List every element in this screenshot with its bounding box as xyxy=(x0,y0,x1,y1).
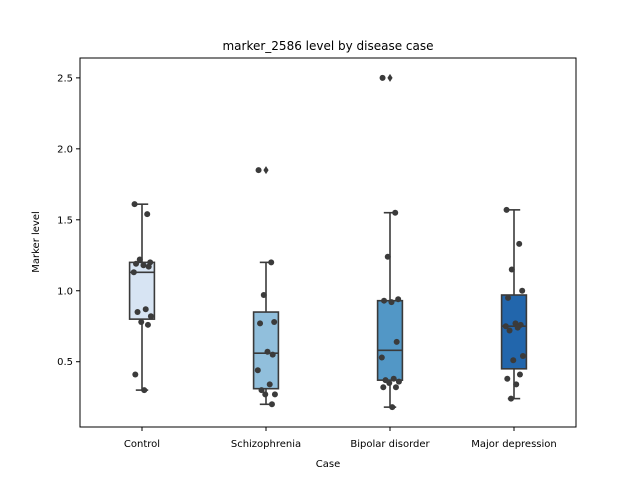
data-point xyxy=(138,318,145,325)
data-point xyxy=(378,354,385,361)
data-point xyxy=(145,263,152,270)
x-tick-label: Major depression xyxy=(471,439,557,450)
data-point xyxy=(140,262,147,269)
data-point xyxy=(144,321,151,328)
data-point xyxy=(264,348,271,355)
data-point xyxy=(389,404,396,411)
data-point xyxy=(134,309,141,316)
data-point xyxy=(258,387,265,394)
y-tick-label: 1.0 xyxy=(57,286,73,297)
x-tick-label: Bipolar disorder xyxy=(350,439,430,450)
data-point xyxy=(519,287,526,294)
x-axis-title: Case xyxy=(316,459,340,470)
x-tick-label: Control xyxy=(124,439,160,450)
data-point xyxy=(386,380,393,387)
data-point xyxy=(257,320,264,327)
data-point xyxy=(503,206,510,213)
x-tick-label: Schizophrenia xyxy=(231,439,301,450)
data-point xyxy=(271,391,278,398)
data-point xyxy=(141,387,148,394)
data-point xyxy=(519,353,526,360)
chart-title: marker_2586 level by disease case xyxy=(222,39,433,53)
data-point xyxy=(255,167,262,174)
data-point xyxy=(516,371,523,378)
outlier-marker xyxy=(387,73,393,82)
data-point xyxy=(147,313,154,320)
data-point xyxy=(136,256,143,263)
data-point xyxy=(131,201,138,208)
data-point xyxy=(395,378,402,385)
data-point xyxy=(513,381,520,388)
data-point xyxy=(268,401,275,408)
data-point xyxy=(504,375,511,382)
data-point xyxy=(516,240,523,247)
plot-area xyxy=(79,57,577,428)
points-group-3 xyxy=(502,206,526,402)
data-point xyxy=(392,384,399,391)
data-point xyxy=(266,381,273,388)
y-tick-label: 1.5 xyxy=(57,215,73,226)
data-point xyxy=(381,297,388,304)
data-point xyxy=(380,384,387,391)
data-point xyxy=(508,266,515,273)
data-point xyxy=(395,296,402,303)
data-point xyxy=(144,211,151,218)
data-point xyxy=(271,318,278,325)
outlier-marker xyxy=(263,166,269,175)
data-point xyxy=(502,323,509,330)
data-point xyxy=(132,371,139,378)
data-point xyxy=(130,269,137,276)
data-point xyxy=(142,306,149,313)
data-point xyxy=(388,299,395,306)
data-point xyxy=(133,260,140,267)
y-tick-label: 2.5 xyxy=(57,73,73,84)
points-group-0 xyxy=(130,201,154,394)
data-point xyxy=(392,209,399,216)
y-tick-label: 2.0 xyxy=(57,144,73,155)
points-group-2 xyxy=(378,74,402,411)
data-point xyxy=(510,357,517,364)
data-point xyxy=(269,351,276,358)
data-point xyxy=(505,294,512,301)
data-point xyxy=(514,324,521,331)
points-group-1 xyxy=(254,167,278,408)
y-tick-label: 0.5 xyxy=(57,357,73,368)
data-point xyxy=(254,367,261,374)
data-point xyxy=(393,338,400,345)
data-point xyxy=(379,74,386,81)
data-point xyxy=(262,391,269,398)
data-point xyxy=(260,292,267,299)
data-point xyxy=(506,327,513,334)
data-point xyxy=(390,375,397,382)
data-point xyxy=(384,253,391,260)
data-point xyxy=(508,395,515,402)
y-axis-title: Marker level xyxy=(31,211,42,273)
data-point xyxy=(268,259,275,266)
